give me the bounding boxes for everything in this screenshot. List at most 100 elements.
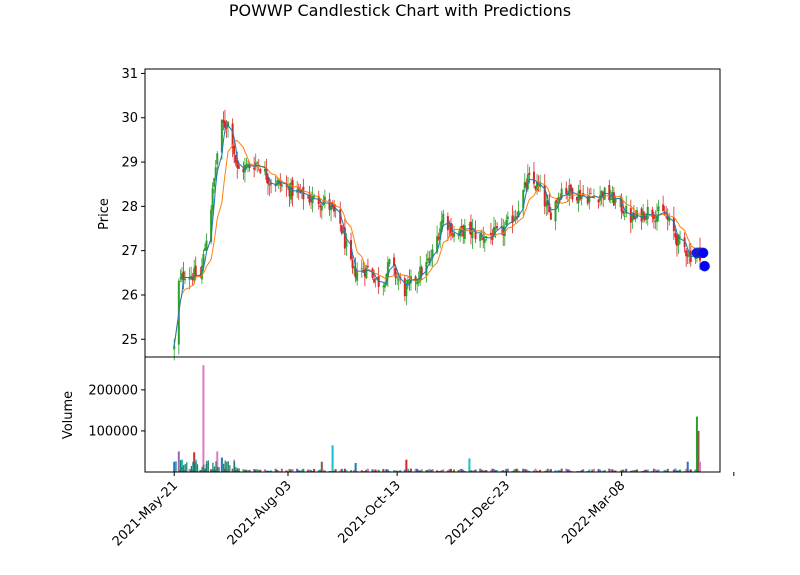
candle-body — [631, 214, 634, 222]
volume-bar — [643, 469, 646, 472]
volume-bar — [685, 468, 688, 472]
candle-body — [623, 215, 626, 217]
candle-body — [608, 185, 611, 201]
volume-bar — [699, 461, 702, 472]
volume-bar — [588, 469, 591, 472]
volume-bar — [440, 470, 443, 472]
volume-bar — [215, 461, 217, 472]
volume-bar — [216, 451, 219, 472]
volume-bar — [223, 463, 225, 472]
volume-bar — [645, 469, 648, 472]
volume-bar — [655, 470, 658, 472]
candle-body — [419, 266, 422, 282]
candle-body — [460, 225, 463, 228]
volume-bar — [188, 468, 191, 472]
candle-body — [308, 194, 311, 203]
price-y-tick-label: 31 — [121, 67, 138, 82]
volume-bar — [373, 470, 376, 472]
candle-body — [565, 188, 568, 194]
candle-body — [277, 180, 280, 184]
candle-body — [403, 278, 406, 297]
volume-bar — [629, 470, 632, 472]
volume-bar — [180, 459, 183, 472]
candle-body — [463, 225, 466, 239]
volume-bar — [503, 470, 506, 472]
volume-bar — [654, 469, 657, 472]
volume-bar — [523, 469, 526, 472]
volume-bar — [560, 468, 563, 472]
candle-body — [634, 216, 637, 218]
volume-bar — [212, 462, 214, 472]
volume-bar — [193, 452, 196, 472]
volume-bar — [226, 461, 228, 472]
candle-body — [297, 187, 300, 192]
volume-bar — [231, 468, 234, 472]
volume-bar — [220, 457, 223, 472]
candle-body — [373, 279, 376, 283]
volume-bar — [672, 469, 675, 472]
volume-bar — [420, 469, 423, 472]
candle-body — [543, 184, 546, 207]
volume-bar — [224, 460, 226, 472]
candle-body — [383, 284, 386, 288]
volume-bar — [280, 468, 283, 472]
volume-bar — [386, 469, 389, 472]
candle-body — [436, 236, 439, 253]
volume-bar — [449, 468, 452, 472]
candle-body — [588, 196, 591, 203]
candle-body — [686, 255, 689, 257]
volume-bar — [471, 470, 474, 472]
volume-bar — [492, 469, 495, 472]
candle-body — [525, 182, 528, 187]
volume-bar — [322, 469, 325, 472]
prediction-point — [697, 247, 709, 259]
candle-body — [668, 217, 671, 222]
volume-bar — [554, 470, 557, 472]
volume-bar — [399, 470, 402, 472]
price-y-tick-label: 27 — [121, 244, 138, 259]
volume-bar — [414, 468, 417, 472]
candle-body — [492, 226, 495, 237]
volume-bar — [459, 469, 462, 472]
candle-body — [366, 266, 369, 267]
candle-body — [602, 192, 605, 199]
candle-body — [592, 196, 595, 199]
candle-body — [365, 266, 368, 279]
price-y-tick-label: 29 — [121, 156, 138, 171]
candle-body — [202, 253, 205, 268]
volume-bar — [339, 470, 342, 472]
candle-body — [351, 260, 354, 269]
volume-bar — [247, 470, 250, 472]
volume-bar — [173, 461, 176, 472]
volume-bar — [480, 469, 483, 472]
volume-bar — [517, 470, 520, 472]
volume-bar — [549, 469, 552, 472]
candle-body — [528, 172, 531, 175]
volume-bar — [383, 470, 386, 472]
volume-bar — [371, 469, 374, 472]
candle-body — [317, 196, 320, 205]
candle-body — [545, 201, 548, 207]
candle-body — [425, 261, 428, 276]
x-tick-label: 2021-Oct-13 — [335, 478, 403, 546]
volume-bar — [184, 464, 186, 472]
volume-bar — [635, 469, 638, 472]
candle-body — [263, 168, 266, 172]
candle-body — [566, 193, 569, 196]
candle-body — [210, 209, 213, 243]
candle-body — [652, 214, 655, 219]
volume-bar — [485, 469, 488, 472]
volume-bar — [580, 470, 583, 472]
candle-body — [242, 168, 245, 173]
candle-body — [386, 262, 389, 277]
volume-bar — [686, 461, 689, 472]
prediction-point — [699, 260, 710, 272]
candle-body — [203, 248, 206, 251]
candle-body — [350, 240, 353, 260]
candle-body — [191, 277, 194, 281]
volume-bar — [482, 470, 485, 472]
candle-body — [374, 278, 377, 280]
volume-bar — [207, 460, 209, 472]
x-axis-ticks: 2021-May-21 2021-Aug-03 2021-Oct-13 2021-De… — [110, 472, 735, 549]
candle-body — [193, 268, 196, 281]
